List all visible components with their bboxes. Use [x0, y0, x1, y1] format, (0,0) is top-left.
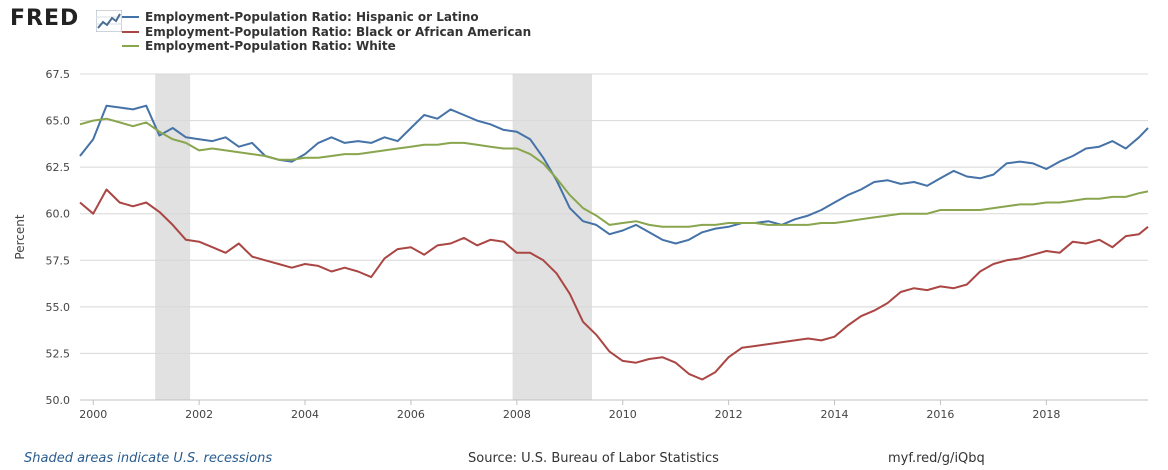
- legend-item-0: Employment-Population Ratio: Hispanic or…: [122, 10, 531, 25]
- series-line-1: [79, 188, 1149, 381]
- x-tick-label: 2010: [609, 408, 637, 421]
- x-tick-label: 2012: [715, 408, 743, 421]
- y-tick-label: 60.0: [46, 208, 71, 221]
- fred-logo: FRED: [8, 6, 122, 36]
- y-tick-label: 62.5: [46, 161, 71, 174]
- legend-item-1: Employment-Population Ratio: Black or Af…: [122, 25, 531, 40]
- y-tick-label: 67.5: [46, 68, 71, 81]
- chart-legend: Employment-Population Ratio: Hispanic or…: [122, 10, 531, 54]
- recession-band-1: [512, 74, 593, 400]
- x-tick-label: 2006: [397, 408, 425, 421]
- fred-graph-icon: [96, 10, 122, 32]
- series-line-0: [79, 104, 1149, 245]
- x-tick-label: 2018: [1032, 408, 1060, 421]
- x-tick-label: 2008: [503, 408, 531, 421]
- recession-band-0: [155, 74, 191, 400]
- legend-swatch: [122, 30, 139, 33]
- x-tick-label: 2014: [821, 408, 849, 421]
- y-tick-label: 55.0: [46, 301, 71, 314]
- legend-swatch: [122, 45, 139, 48]
- legend-label: Employment-Population Ratio: White: [145, 39, 396, 54]
- fred-logo-text: FRED: [10, 6, 80, 31]
- x-tick-label: 2000: [79, 408, 107, 421]
- series-line-2: [79, 117, 1149, 228]
- source-text: Source: U.S. Bureau of Labor Statistics: [468, 451, 719, 466]
- x-tick-label: 2002: [185, 408, 213, 421]
- short-link[interactable]: myf.red/g/iQbq: [888, 451, 985, 466]
- x-tick-label: 2016: [926, 408, 954, 421]
- y-tick-label: 52.5: [46, 347, 71, 360]
- legend-label: Employment-Population Ratio: Black or Af…: [145, 24, 532, 39]
- x-tick-label: 2004: [291, 408, 319, 421]
- legend-swatch: [122, 16, 139, 19]
- y-axis-label: Percent: [13, 214, 27, 259]
- legend-label: Employment-Population Ratio: Hispanic or…: [145, 10, 479, 25]
- y-tick-label: 57.5: [46, 254, 71, 267]
- legend-item-2: Employment-Population Ratio: White: [122, 39, 531, 54]
- y-tick-label: 65.0: [46, 115, 71, 128]
- recession-note: Shaded areas indicate U.S. recessions: [24, 451, 273, 466]
- y-tick-label: 50.0: [46, 394, 71, 407]
